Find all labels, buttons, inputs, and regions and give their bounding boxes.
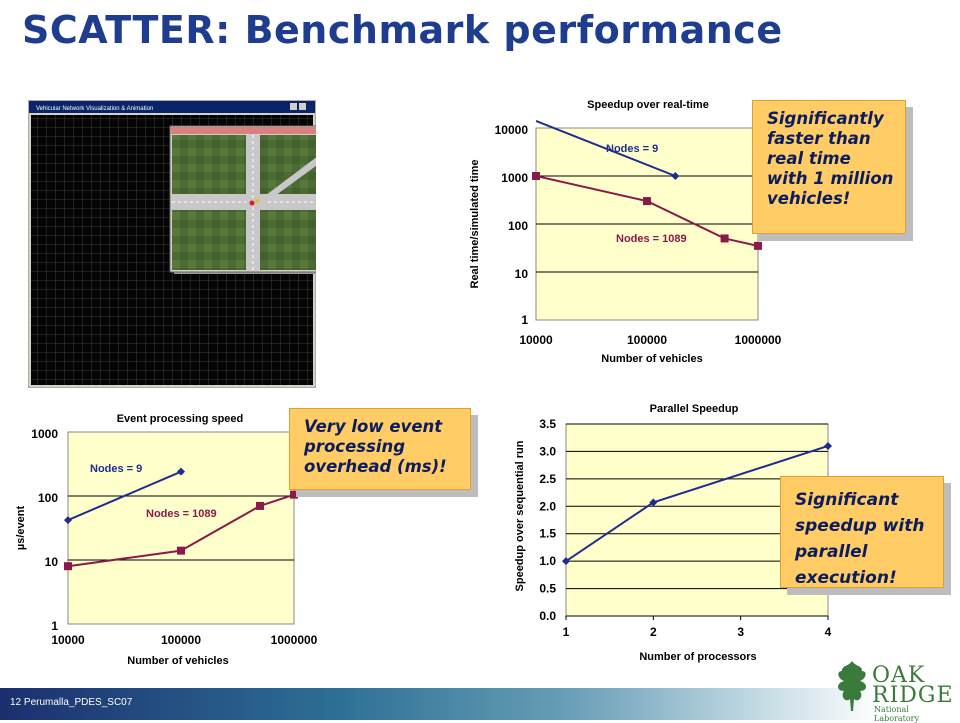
data-point [177,546,185,555]
chart-speedup-realtime-svg: Speedup over real-time 10000 1000 100 10… [469,99,782,365]
y-tick-label: 1.0 [539,554,556,568]
data-point [824,441,832,450]
close-button[interactable] [299,103,306,110]
plot-area [67,431,295,625]
inset-titlebar[interactable] [171,127,387,134]
chart-title: Event processing speed [117,413,244,425]
data-point [64,516,72,525]
y-tick-label: 1 [51,619,58,633]
callout-realtime-text: Significantly faster than real time with… [767,109,894,208]
y-tick-label: 0.5 [539,582,556,596]
y-tick-label: 100 [508,219,528,233]
data-point [64,562,72,571]
logo-national-laboratory: National Laboratory [874,705,919,723]
data-point [177,467,185,476]
data-point [754,241,762,250]
y-tick-label: 3.0 [539,444,556,458]
data-point [532,172,540,180]
y-axis-label: Speedup over sequential run [514,440,526,591]
y-tick-label: 3.5 [539,417,556,431]
data-point [649,498,658,507]
y-tick-label: 10000 [495,123,529,137]
chart-event-processing: Event processing speed 1000 100 10 1 100… [15,406,318,674]
series-label-nodes1089: Nodes = 1089 [146,508,217,520]
oak-leaf-icon [838,661,866,711]
data-point [720,234,729,243]
y-tick-label: 10 [45,555,59,569]
x-tick-label: 4 [825,625,832,639]
x-tick-label: 1000000 [735,333,782,347]
x-tick-label: 10000 [51,633,85,647]
callout-parallel: Significant speedup with parallel execut… [780,476,944,588]
x-axis-label: Number of vehicles [601,353,702,365]
y-tick-label: 1000 [501,171,528,185]
series-label-nodes9: Nodes = 9 [90,463,142,475]
y-tick-label: 1000 [31,427,58,441]
y-axis-label: µs/event [15,506,27,551]
callout-realtime: Significantly faster than real time with… [752,100,906,234]
y-tick-label: 1.5 [539,527,556,541]
window-title: Vehicular Network Visualization & Animat… [36,106,153,112]
x-tick-label: 1 [563,625,570,639]
x-axis-label: Number of processors [639,651,756,663]
x-tick-label: 10000 [519,333,553,347]
x-tick-labels: 1 2 3 4 [563,616,832,639]
simulation-screenshot-graphic: Vehicular Network Visualization & Animat… [27,99,389,389]
callout-event-text: Very low event processing overhead (ms)! [304,417,447,476]
ornl-logo: OAK RIDGE National Laboratory [832,655,954,723]
chart-marks [64,467,298,571]
series-line [536,120,676,177]
footer-text: 12 Perumalla_PDES_SC07 [10,697,133,708]
x-axis-label: Number of vehicles [127,655,228,667]
chart-title: Parallel Speedup [650,403,739,415]
x-tick-label: 100000 [627,333,667,347]
gridlines [68,495,294,561]
data-point [290,490,298,499]
data-point [671,172,680,180]
chart-speedup-realtime: Speedup over real-time 10000 1000 100 10… [458,92,798,372]
x-tick-label: 3 [737,625,744,639]
y-tick-label: 10 [515,267,529,281]
chart-title: Speedup over real-time [587,99,709,111]
data-point [562,557,570,566]
series-label-nodes9: Nodes = 9 [606,143,658,155]
y-tick-label: 2.0 [539,499,556,513]
series-line [68,493,294,568]
y-tick-label: 0.0 [539,609,556,623]
window-titlebar[interactable] [29,101,315,113]
x-tick-label: 2 [650,625,657,639]
logo-ridge: RIDGE [872,683,954,708]
series-line [68,470,182,522]
callout-parallel-text: Significant speedup with parallel execut… [795,490,925,588]
data-point [643,197,651,206]
chart-event-processing-svg: Event processing speed 1000 100 10 1 100… [15,413,318,667]
minimize-button[interactable] [290,103,297,110]
series-label-nodes1089: Nodes = 1089 [616,233,687,245]
footer-bar: 12 Perumalla_PDES_SC07 [0,688,960,720]
series-line [536,175,758,247]
y-axis-label: Real time/simulated time [469,160,481,289]
y-tick-label: 1 [521,313,528,327]
chart-marks [562,441,832,566]
x-tick-label: 100000 [161,633,201,647]
data-point [255,501,264,510]
gridlines [536,175,758,273]
y-tick-label: 2.5 [539,472,556,486]
x-tick-label: 1000000 [271,633,318,647]
simulation-screenshot: Vehicular Network Visualization & Animat… [27,99,389,389]
callout-event: Very low event processing overhead (ms)! [289,408,471,490]
y-tick-label: 100 [38,491,58,505]
slide-title: SCATTER: Benchmark performance [22,8,783,52]
chart-marks [532,120,762,250]
logo-oak: OAK [872,663,926,688]
y-tick-labels: 0.0 0.5 1.0 1.5 2.0 2.5 3.0 3.5 [539,417,556,623]
